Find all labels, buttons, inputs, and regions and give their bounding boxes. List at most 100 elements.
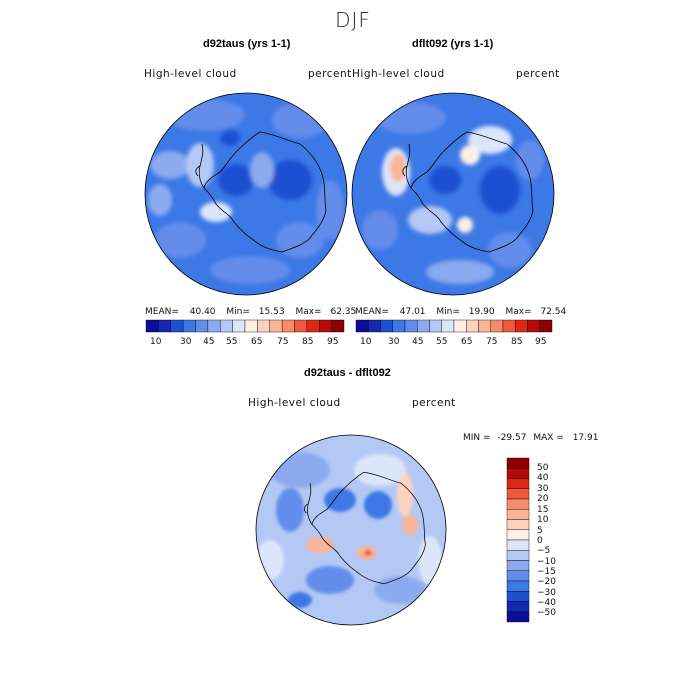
colorbar-2-tick: 95 [535,337,547,347]
colorbar-segment [207,319,221,333]
colorbar-1-tick: 85 [302,337,314,347]
diff-min-label: MIN = [463,433,491,443]
colorbar-diff-segment [506,539,530,551]
colorbar-diff-segment [506,601,530,612]
mean-label: MEAN= [145,307,179,317]
colorbar-diff-tick: 20 [537,494,549,504]
panel-1-stats: MEAN= 40.40 Min= 15.53 Max= 62.35 [145,307,356,317]
colorbar-diff-segment [506,580,530,592]
panel-2-units: percent [516,68,560,80]
colorbar-diff-segment [506,488,530,500]
colorbar-2-tick: 85 [511,337,523,347]
colorbar-segment [515,319,528,333]
colorbar-2-tick: 65 [461,337,473,347]
colorbar-segment [539,319,553,333]
colorbar-segment [429,319,442,333]
max-label: Max= [505,307,532,317]
map-2-border [351,92,555,296]
diff-panel-title: d92taus - dflt092 [304,367,391,379]
colorbar-2-tick: 30 [388,337,400,347]
max-value: 72.54 [540,307,567,317]
colorbar-diff-tick: 0 [537,536,543,546]
colorbar-diff-segment [506,611,530,623]
colorbar-segment [417,319,430,333]
colorbar-diff-segment [506,550,530,561]
colorbar-diff-tick: 50 [537,463,549,473]
colorbar-1-tick: 95 [327,337,339,347]
mean-label: MEAN= [355,307,389,317]
colorbar-diff-segment [506,478,530,489]
colorbar-diff-segment [506,498,530,510]
panel-2-variable: High-level cloud [352,68,445,80]
colorbar-diff-segment [506,468,530,479]
map-panel-2 [351,92,555,296]
diff-max-label: MAX = [533,433,564,443]
map-diff-border [255,434,447,626]
colorbar-segment [281,319,295,333]
season-title: DJF [335,8,371,32]
colorbar-segment [182,319,196,333]
colorbar-diff-tick: −10 [537,557,556,567]
colorbar-diff-tick: 40 [537,473,549,483]
colorbar-segment [220,319,233,333]
colorbar-segment [306,319,320,333]
colorbar-diff-tick: 10 [537,515,549,525]
colorbar-2-tick: 55 [436,337,448,347]
colorbar-diff-segment [506,509,530,520]
diff-panel-variable: High-level cloud [248,397,341,409]
colorbar-segment [158,319,171,333]
colorbar-segment [392,319,406,333]
colorbar-segment [232,319,246,333]
colorbar-1-tick: 30 [180,337,192,347]
colorbar-segment [404,319,418,333]
colorbar-diff-tick: 5 [537,526,543,536]
diff-min-max: MIN = -29.57 MAX = 17.91 [463,433,598,443]
colorbar-segment [441,319,455,333]
colorbar-diff-tick: 15 [537,505,549,515]
map-diff-fill [256,452,442,622]
colorbar-segment [145,319,159,333]
colorbar-segment [294,319,308,333]
colorbar-2-tick: 10 [360,337,372,347]
panel-1-units: percent [308,68,352,80]
colorbar-diff-segment [506,457,530,469]
colorbar-1-tick: 65 [251,337,263,347]
colorbar-1-tick: 10 [150,337,162,347]
colorbar-1-tick: 55 [226,337,238,347]
colorbar-segment [170,319,184,333]
colorbar-segment [331,319,345,333]
max-value: 62.35 [330,307,357,317]
colorbar-diff-segment [506,529,530,541]
min-label: Min= [436,307,460,317]
map-panel-1 [144,92,348,296]
colorbar-diff-tick: 30 [537,484,549,494]
mean-value: 40.40 [189,307,216,317]
colorbar-diff-tick: −50 [537,608,556,618]
colorbar-segment [478,319,491,333]
panel-1-variable: High-level cloud [144,68,237,80]
colorbar-segment [466,319,479,333]
colorbar-diff-tick: −40 [537,598,556,608]
colorbar-segment [257,319,270,333]
colorbar-diff [506,457,530,623]
colorbar-1-tick: 75 [277,337,289,347]
colorbar-diff-segment [506,519,530,530]
colorbar-1 [145,319,345,333]
colorbar-diff-tick: −30 [537,588,556,598]
colorbar-segment [195,319,209,333]
colorbar-2-tick: 75 [486,337,498,347]
colorbar-segment [527,319,540,333]
min-label: Min= [226,307,250,317]
mean-value: 47.01 [399,307,426,317]
diff-min-value: -29.57 [497,433,527,443]
colorbar-segment [355,319,369,333]
colorbar-diff-tick: −15 [537,567,556,577]
colorbar-segment [502,319,516,333]
min-value: 15.53 [258,307,285,317]
colorbar-diff-tick: −5 [537,546,551,556]
colorbar-segment [490,319,504,333]
colorbar-segment [380,319,393,333]
colorbar-diff-segment [506,591,530,602]
colorbar-2-tick: 45 [412,337,424,347]
panel-2-title: dflt092 (yrs 1-1) [412,38,494,50]
